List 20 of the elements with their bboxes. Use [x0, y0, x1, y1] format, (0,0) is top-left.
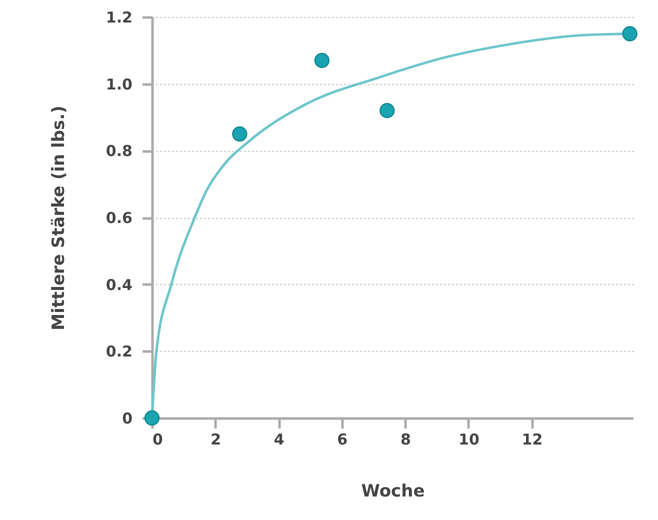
y-tick-label: 1.2	[106, 8, 132, 26]
x-tick-label: 2	[210, 430, 222, 448]
x-tick-label: 8	[400, 430, 411, 448]
y-tick-label: 1.0	[106, 75, 132, 94]
point	[380, 103, 395, 118]
y-tick-label: 0.4	[106, 276, 132, 294]
point	[622, 26, 638, 42]
x-tick-label: 10	[458, 430, 480, 448]
x-tick-label: 0	[152, 430, 163, 448]
point	[232, 126, 248, 142]
x-tick-label: 6	[337, 430, 348, 448]
x-tick-label: 12	[522, 430, 543, 448]
x-tick-label: 4	[274, 430, 284, 448]
y-tick-label: 0.6	[106, 209, 132, 227]
y-tick-label: 0	[122, 410, 132, 428]
y-tick-label: 0.2	[106, 342, 132, 361]
y-axis-title: Mittlere Stärke (in lbs.)	[48, 106, 69, 330]
x-axis-title: Woche	[361, 482, 425, 502]
y-tick-label: 0.8	[106, 142, 132, 160]
point	[314, 52, 330, 68]
